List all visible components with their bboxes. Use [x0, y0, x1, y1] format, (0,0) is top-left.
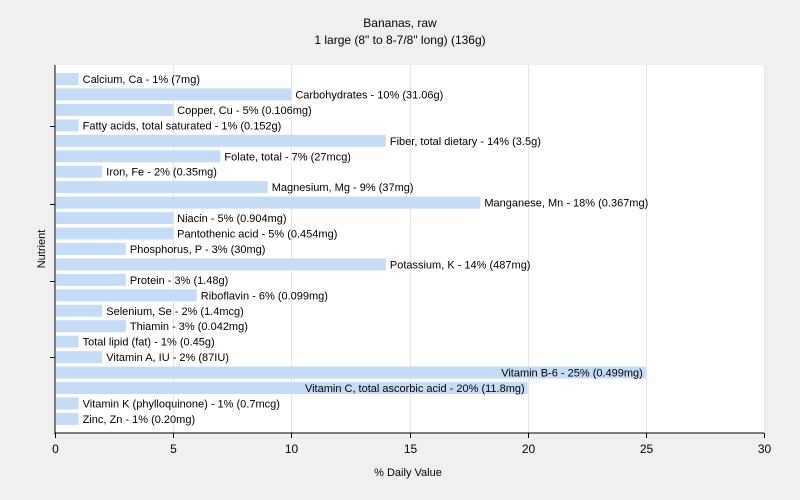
x-axis-label: % Daily Value — [374, 467, 442, 479]
bar-label: Magnesium, Mg - 9% (37mg) — [272, 182, 414, 194]
bar-label: Calcium, Ca - 1% (7mg) — [83, 74, 200, 86]
bar — [56, 119, 79, 132]
chart-subtitle: 1 large (8" to 8-7/8" long) (136g) — [314, 33, 485, 47]
bar — [56, 304, 103, 317]
bar — [56, 335, 79, 348]
bar — [56, 289, 197, 302]
y-axis-ticks — [50, 126, 55, 358]
bar — [56, 382, 528, 394]
bar — [56, 351, 103, 364]
bar — [56, 242, 126, 255]
x-tick-label: 0 — [52, 442, 59, 456]
x-axis-ticks: 0 5 10 15 20 25 30 — [52, 433, 771, 456]
bar-label: Vitamin C, total ascorbic acid - 20% (11… — [305, 383, 525, 395]
bar-label: Protein - 3% (1.48g) — [130, 275, 228, 287]
bar — [56, 366, 646, 379]
bar-label: Vitamin K (phylloquinone) - 1% (0.7mcg) — [83, 398, 280, 410]
bar — [56, 258, 386, 271]
x-tick-label: 30 — [758, 442, 772, 456]
x-tick-label: 25 — [640, 442, 654, 456]
x-tick-label: 20 — [522, 442, 536, 456]
y-axis-label: Nutrient — [36, 230, 48, 269]
bar — [56, 134, 386, 147]
bar-label: Copper, Cu - 5% (0.106mg) — [177, 105, 312, 117]
x-tick-label: 5 — [170, 442, 177, 456]
bar-label: Vitamin A, IU - 2% (87IU) — [106, 352, 229, 364]
bar-label: Riboflavin - 6% (0.099mg) — [201, 290, 328, 302]
bar-label: Phosphorus, P - 3% (30mg) — [130, 244, 266, 256]
x-tick-label: 15 — [404, 442, 418, 456]
bar-label: Potassium, K - 14% (487mg) — [390, 259, 531, 271]
bar — [56, 73, 79, 85]
bar-label: Thiamin - 3% (0.042mg) — [130, 321, 248, 333]
bar-label: Carbohydrates - 10% (31.06g) — [295, 89, 443, 101]
bar — [56, 320, 126, 333]
bar — [56, 181, 268, 194]
bar — [56, 273, 126, 286]
grid-lines — [173, 65, 765, 433]
bar — [56, 150, 221, 163]
bar — [56, 227, 174, 240]
bar — [56, 165, 103, 178]
bar — [56, 196, 481, 209]
bar — [56, 212, 174, 225]
bar-label: Zinc, Zn - 1% (0.20mg) — [83, 414, 195, 426]
bar-labels: Calcium, Ca - 1% (7mg) Carbohydrates - 10… — [83, 74, 649, 426]
bars — [56, 73, 646, 425]
x-tick-label: 10 — [285, 442, 299, 456]
bar-label: Pantothenic acid - 5% (0.454mg) — [177, 229, 337, 241]
bar-label: Selenium, Se - 2% (1.4mcg) — [106, 306, 244, 318]
chart-title: Bananas, raw — [363, 16, 437, 30]
bar-label: Niacin - 5% (0.904mg) — [177, 213, 286, 225]
bar-label: Total lipid (fat) - 1% (0.45g) — [83, 337, 215, 349]
bar-label: Vitamin B-6 - 25% (0.499mg) — [501, 368, 643, 380]
bar-label: Fatty acids, total saturated - 1% (0.152… — [83, 120, 282, 132]
bar-label: Manganese, Mn - 18% (0.367mg) — [484, 198, 648, 210]
bar-label: Folate, total - 7% (27mcg) — [224, 151, 351, 163]
bar — [56, 103, 174, 116]
bar — [56, 412, 79, 425]
bar-label: Iron, Fe - 2% (0.35mg) — [106, 167, 217, 179]
bar-label: Fiber, total dietary - 14% (3.5g) — [390, 136, 541, 148]
bar — [56, 397, 79, 410]
bar — [56, 88, 292, 101]
